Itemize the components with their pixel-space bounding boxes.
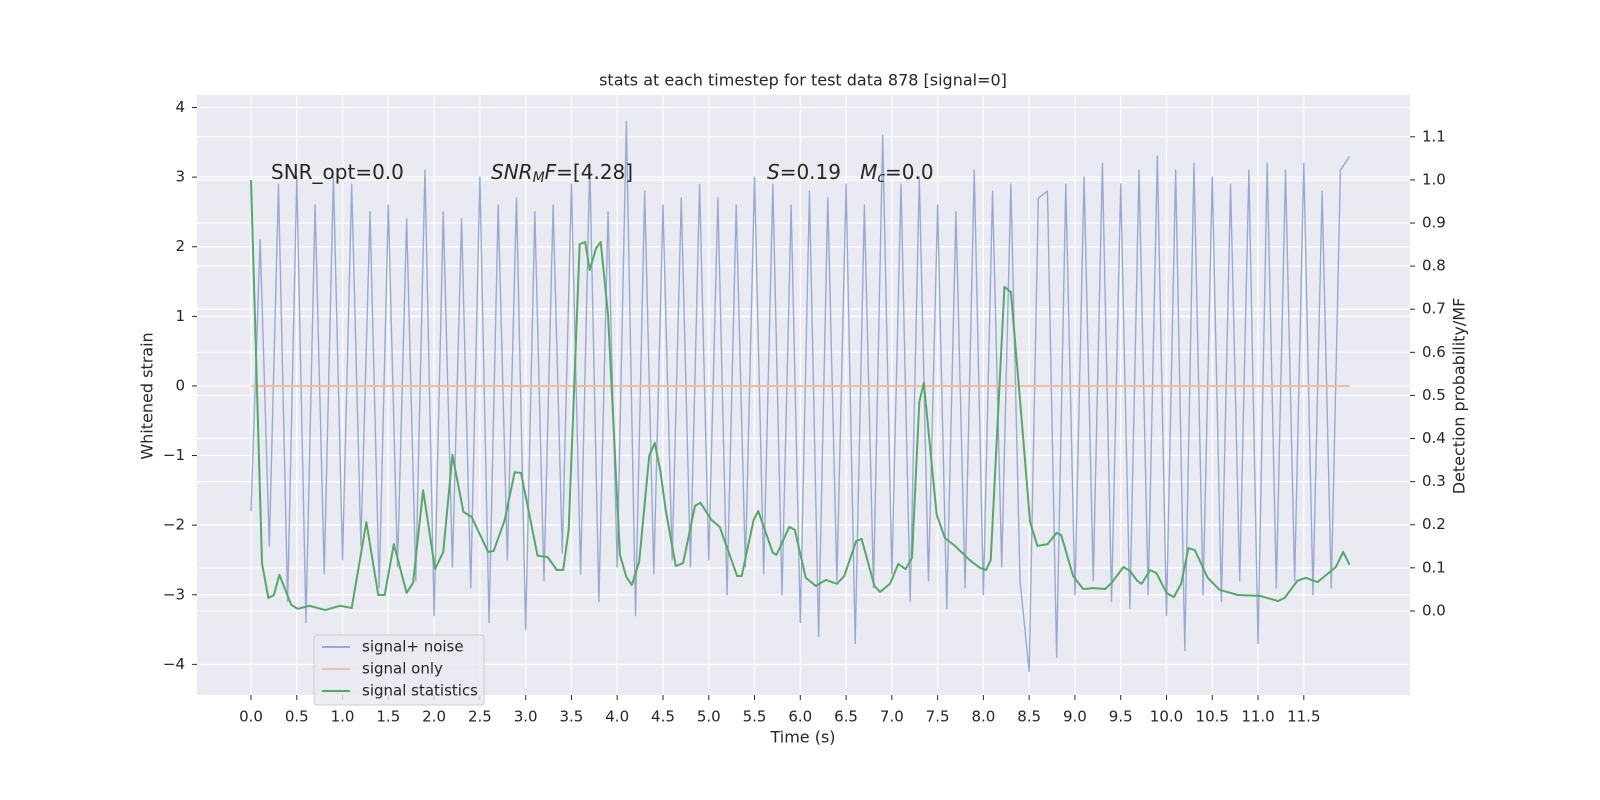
y2-tick-label: 0.9 (1422, 214, 1446, 232)
x-tick-label: 2.5 (468, 708, 492, 726)
x-tick-label: 3.5 (559, 708, 583, 726)
legend-label: signal statistics (362, 682, 478, 700)
y-tick-label: −4 (163, 655, 185, 673)
annotation-part: M (533, 170, 545, 186)
x-tick-label: 8.5 (1017, 708, 1041, 726)
y2-tick-label: 0.5 (1422, 386, 1446, 404)
marks (250, 120, 1351, 673)
series-line (250, 179, 1351, 612)
legend-label: signal+ noise (362, 638, 464, 656)
x-tick-label: 7.0 (880, 708, 904, 726)
x-tick-label: 9.0 (1063, 708, 1087, 726)
y2-tick-label: 0.2 (1422, 515, 1446, 533)
x-tick-label: 3.0 (514, 708, 538, 726)
y2-axis-label: Detection probability/MF (1450, 298, 1469, 495)
y2-tick-label: 0.4 (1422, 429, 1446, 447)
x-tick-label: 11.0 (1241, 708, 1274, 726)
x-tick-label: 4.0 (605, 708, 629, 726)
x-tick-label: 2.0 (422, 708, 446, 726)
y-tick-label: 1 (175, 307, 185, 325)
annotation-part: =0.19 (780, 160, 860, 184)
series-line (250, 120, 1351, 673)
grid (197, 95, 1410, 695)
annotation-part: =0.0 (885, 160, 934, 184)
y-tick-label: −1 (163, 446, 185, 464)
y2-tick-label: 0.6 (1422, 343, 1446, 361)
x-tick-label: 0.0 (239, 708, 263, 726)
legend-box (313, 634, 485, 706)
y-tick-label: 4 (175, 98, 185, 116)
x-tick-label: 0.5 (285, 708, 309, 726)
annotation-part: =[4.28] (556, 160, 633, 184)
annotation-part: M (860, 160, 877, 184)
axes: 0.0 0.5 1.0 1.5 2.0 2.5 3.0 3.5 4.0 4.5 5.0 5.5 6.0 6… (163, 98, 1446, 725)
x-tick-label: 4.5 (651, 708, 675, 726)
y2-tick-label: 0.3 (1422, 472, 1446, 490)
x-tick-label: 9.5 (1109, 708, 1133, 726)
x-tick-label: 5.5 (743, 708, 767, 726)
y-tick-label: −3 (163, 585, 185, 603)
x-tick-label: 1.5 (376, 708, 400, 726)
x-tick-label: 10.5 (1196, 708, 1229, 726)
x-axis-label: Time (s) (769, 728, 835, 747)
y2-tick-label: 0.7 (1422, 300, 1446, 318)
chart-title: stats at each timestep for test data 878… (599, 71, 1007, 90)
legend: signal+ noise signal only signal statistic… (313, 634, 485, 706)
y2-tick-label: 0.0 (1422, 601, 1446, 619)
annotation-part: F (545, 160, 557, 184)
x-tick-label: 5.0 (697, 708, 721, 726)
y2-tick-label: 1.0 (1422, 170, 1446, 188)
y-axis-label: Whitened strain (138, 332, 157, 459)
y2-tick-label: 1.1 (1422, 127, 1446, 145)
y-tick-label: 2 (175, 237, 185, 255)
annotations: SNR_opt=0.0 SNRMF=[4.28] S=0.19 Mc=0.0 (271, 160, 934, 187)
annotation-part: SNR (491, 160, 533, 184)
annotation: S=0.19 Mc=0.0 (767, 160, 934, 187)
annotation-part: S (767, 160, 780, 184)
y-tick-label: 0 (175, 376, 185, 394)
annotation-part: c (877, 170, 885, 186)
x-tick-label: 7.5 (926, 708, 950, 726)
x-tick-label: 1.0 (331, 708, 355, 726)
annotation: SNRMF=[4.28] (491, 160, 633, 187)
x-tick-label: 11.5 (1287, 708, 1320, 726)
x-tick-label: 6.0 (788, 708, 812, 726)
y-tick-label: 3 (175, 168, 185, 186)
x-tick-label: 6.5 (834, 708, 858, 726)
legend-label: signal only (362, 660, 443, 678)
x-tick-label: 10.0 (1150, 708, 1183, 726)
annotation-part: SNR_opt=0.0 (271, 160, 404, 184)
y2-tick-label: 0.1 (1422, 558, 1446, 576)
x-tick-label: 8.0 (971, 708, 995, 726)
y2-tick-label: 0.8 (1422, 257, 1446, 275)
y-tick-label: −2 (163, 516, 185, 534)
annotation: SNR_opt=0.0 (271, 160, 404, 184)
